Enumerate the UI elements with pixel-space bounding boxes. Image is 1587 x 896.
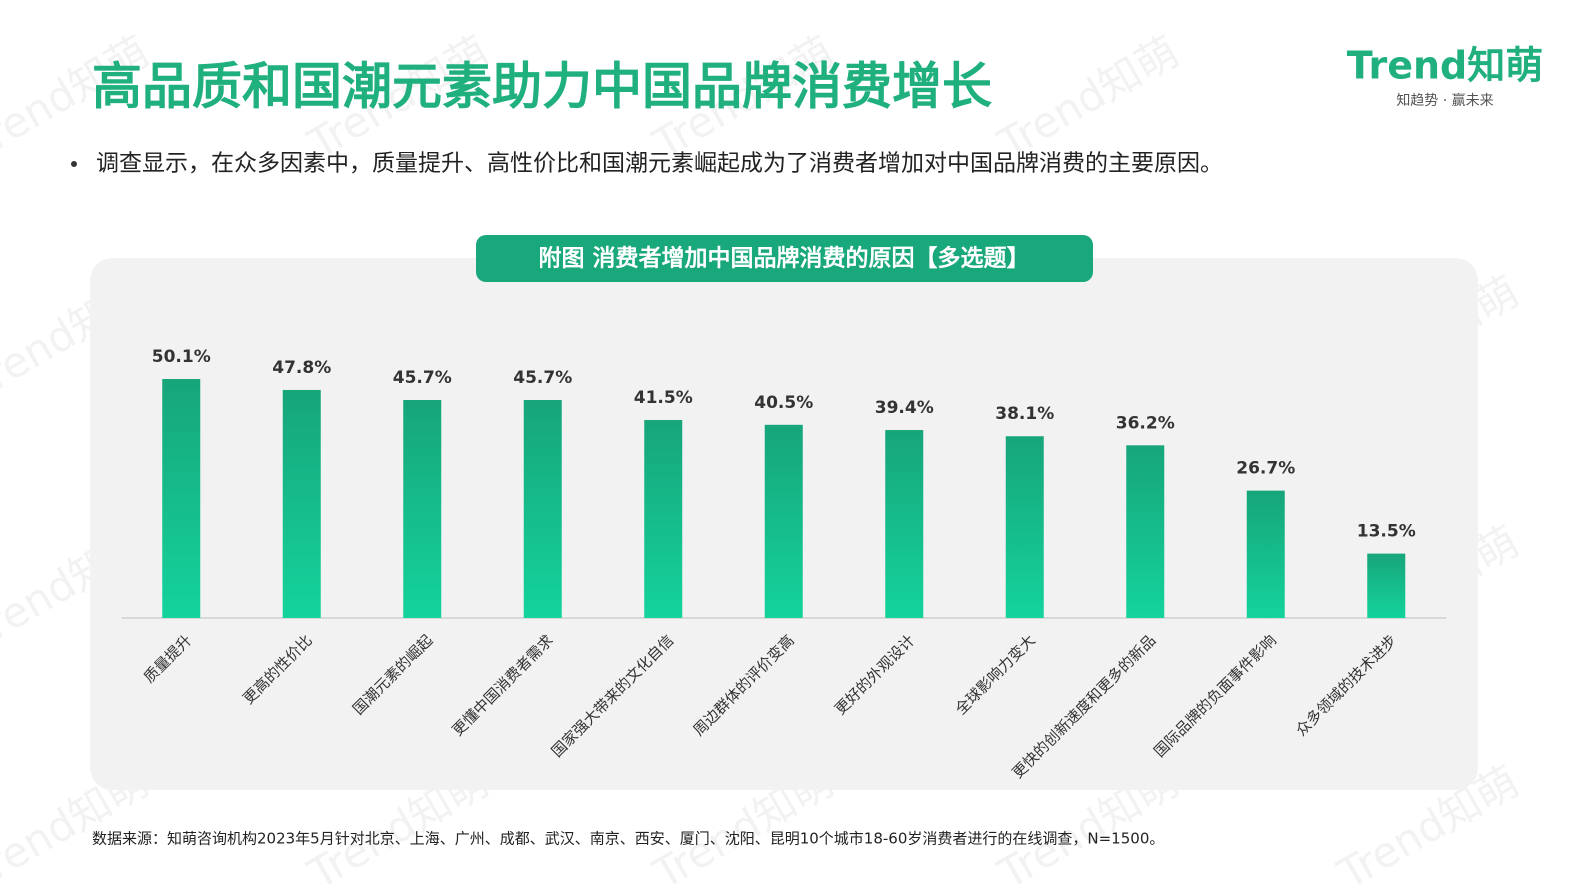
bar xyxy=(162,379,201,618)
logo: Trend知萌 xyxy=(1347,44,1544,88)
chart-title: 附图 消费者增加中国品牌消费的原因【多选题】 xyxy=(538,245,1029,272)
value-label: 50.1% xyxy=(152,347,211,367)
bar xyxy=(644,420,683,618)
value-label: 26.7% xyxy=(1236,459,1295,479)
bar xyxy=(403,399,442,618)
chart-title-pill xyxy=(476,235,1093,282)
logo-slogan: 知趋势 · 赢未来 xyxy=(1396,92,1493,109)
value-label: 45.7% xyxy=(513,368,572,388)
page-title: 高品质和国潮元素助力中国品牌消费增长 xyxy=(92,58,992,116)
bar xyxy=(1367,553,1406,618)
value-label: 45.7% xyxy=(393,368,452,388)
bullet-text: 调查显示，在众多因素中，质量提升、高性价比和国潮元素崛起成为了消费者增加对中国品… xyxy=(96,151,1223,177)
watermark: Trend知萌 xyxy=(989,26,1187,168)
value-label: 39.4% xyxy=(875,398,934,418)
bar xyxy=(764,424,803,618)
bar xyxy=(1126,445,1165,618)
value-label: 47.8% xyxy=(272,358,331,378)
value-label: 41.5% xyxy=(634,388,693,408)
value-label: 38.1% xyxy=(995,404,1054,424)
bar xyxy=(885,430,924,618)
bar xyxy=(1246,490,1285,618)
value-label: 40.5% xyxy=(754,393,813,413)
value-label: 13.5% xyxy=(1357,522,1416,542)
bullet-dot xyxy=(71,161,77,167)
value-label: 36.2% xyxy=(1116,413,1175,433)
bar xyxy=(1005,436,1044,618)
bar xyxy=(523,399,562,618)
source: 数据来源：知萌咨询机构2023年5月针对北京、上海、广州、成都、武汉、南京、西安… xyxy=(92,830,1164,848)
bar xyxy=(282,389,321,618)
